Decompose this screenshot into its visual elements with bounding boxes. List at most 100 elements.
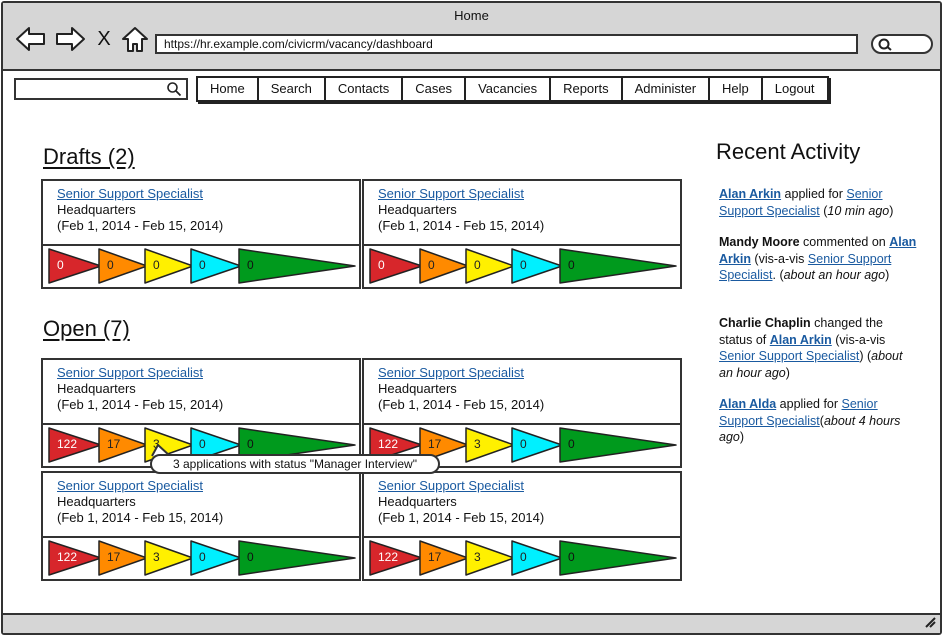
stage-pennant-orange[interactable]: 17: [428, 550, 442, 564]
vacancy-title-link[interactable]: Senior Support Specialist: [378, 365, 524, 380]
stage-shape-green: [559, 427, 677, 463]
home-icon[interactable]: [119, 25, 151, 53]
stage-shape-orange: [98, 427, 148, 463]
nav-item-contacts[interactable]: Contacts: [326, 78, 404, 100]
stage-shape-yellow: [144, 540, 194, 576]
stage-pennant-red[interactable]: 0: [378, 258, 385, 272]
stage-pennant-yellow[interactable]: 3: [474, 437, 481, 451]
vacancy-link[interactable]: Senior Support Specialist: [719, 397, 878, 428]
activity-item: Alan Alda applied for Senior Support Spe…: [719, 396, 919, 446]
stage-shape-cyan: [511, 427, 563, 463]
activity-item: Mandy Moore commented on Alan Arkin (vis…: [719, 234, 919, 284]
activity-actor: Mandy Moore: [719, 235, 800, 249]
resize-grip-icon[interactable]: [924, 616, 936, 631]
stage-pennant-shapes: [48, 248, 356, 284]
nav-item-vacancies[interactable]: Vacancies: [466, 78, 552, 100]
vacancy-dates: (Feb 1, 2014 - Feb 15, 2014): [57, 218, 224, 233]
vacancy-card: Senior Support Specialist Headquarters (Fe…: [362, 471, 682, 581]
stage-pennant-green[interactable]: 0: [247, 437, 254, 451]
vacancy-card: Senior Support Specialist Headquarters (Fe…: [41, 179, 361, 289]
vacancy-location: Headquarters: [378, 494, 457, 509]
stage-pennant-orange[interactable]: 17: [107, 437, 121, 451]
stage-shape-cyan: [190, 427, 242, 463]
stage-shape-red: [369, 540, 423, 576]
vacancy-link[interactable]: Senior Support Specialist: [719, 349, 860, 363]
stage-shape-yellow: [144, 248, 194, 284]
stage-pennant-yellow[interactable]: 0: [153, 258, 160, 272]
stage-pennant-red[interactable]: 122: [378, 437, 399, 451]
stage-pennant-red[interactable]: 122: [57, 437, 78, 451]
candidate-link[interactable]: Alan Arkin: [719, 235, 917, 266]
vacancy-link[interactable]: Senior Support Specialist: [719, 187, 883, 218]
stage-pennant-cyan[interactable]: 0: [520, 258, 527, 272]
vacancy-title-link[interactable]: Senior Support Specialist: [57, 478, 203, 493]
window-title: Home: [454, 8, 489, 23]
stage-pennant-cyan[interactable]: 0: [199, 258, 206, 272]
stage-pennant-red[interactable]: 122: [57, 550, 78, 564]
site-search-input[interactable]: [20, 80, 160, 98]
stage-pennant-green[interactable]: 0: [247, 550, 254, 564]
stage-pennant-orange[interactable]: 0: [107, 258, 114, 272]
nav-item-search[interactable]: Search: [259, 78, 326, 100]
stage-pennant-red[interactable]: 122: [378, 550, 399, 564]
nav-item-home[interactable]: Home: [198, 78, 259, 100]
candidate-link[interactable]: Alan Arkin: [769, 332, 832, 347]
browser-search-field[interactable]: [871, 34, 933, 54]
stage-shape-red: [48, 248, 102, 284]
stage-pennant-yellow[interactable]: 3: [474, 550, 481, 564]
activity-item: Charlie Chaplin changed the status of Al…: [719, 315, 919, 381]
back-arrow-icon[interactable]: [15, 25, 47, 53]
activity-text: . (: [772, 268, 784, 282]
vacancy-dates: (Feb 1, 2014 - Feb 15, 2014): [57, 510, 224, 525]
vacancy-title-link[interactable]: Senior Support Specialist: [57, 365, 203, 380]
vacancy-card: Senior Support Specialist Headquarters (Fe…: [362, 179, 682, 289]
vacancy-card: Senior Support Specialist Headquarters (Fe…: [41, 358, 361, 468]
search-icon: [878, 38, 892, 51]
stage-pennant-cyan[interactable]: 0: [520, 437, 527, 451]
activity-actor[interactable]: Alan Arkin: [719, 187, 782, 201]
stage-pennant-orange[interactable]: 17: [428, 437, 442, 451]
nav-item-help[interactable]: Help: [710, 78, 763, 100]
vacancy-title-link[interactable]: Senior Support Specialist: [378, 478, 524, 493]
nav-item-reports[interactable]: Reports: [551, 78, 623, 100]
vacancy-title-link[interactable]: Senior Support Specialist: [378, 186, 524, 201]
url-bar[interactable]: https://hr.example.com/civicrm/vacancy/d…: [155, 34, 858, 54]
vacancy-title-link[interactable]: Senior Support Specialist: [57, 186, 203, 201]
stage-shape-green: [238, 427, 356, 463]
search-icon[interactable]: [166, 81, 182, 97]
stage-pennant-green[interactable]: 0: [568, 258, 575, 272]
vacancy-info: Senior Support Specialist Headquarters (Fe…: [364, 360, 680, 425]
vacancy-dates: (Feb 1, 2014 - Feb 15, 2014): [57, 397, 224, 412]
stage-pennant-yellow[interactable]: 3: [153, 437, 160, 451]
stage-pennant-green[interactable]: 0: [247, 258, 254, 272]
activity-actor[interactable]: Alan Alda: [719, 397, 777, 411]
stage-shape-cyan: [190, 540, 242, 576]
stage-shape-yellow: [465, 427, 515, 463]
stage-pennant-cyan[interactable]: 0: [520, 550, 527, 564]
vacancy-location: Headquarters: [378, 381, 457, 396]
activity-text: (: [819, 413, 824, 428]
stage-pipeline: 122 17 3 0 0: [43, 538, 359, 579]
nav-item-cases[interactable]: Cases: [403, 78, 467, 100]
main-nav: Home Search Contacts Cases Vacancies Reports A…: [196, 76, 829, 102]
stop-icon[interactable]: X: [97, 28, 111, 50]
activity-text: (: [819, 203, 828, 218]
stage-pennant-yellow[interactable]: 0: [474, 258, 481, 272]
activity-time: 10 min ago: [827, 203, 890, 218]
vacancy-dates: (Feb 1, 2014 - Feb 15, 2014): [378, 397, 545, 412]
nav-item-administer[interactable]: Administer: [623, 78, 711, 100]
stage-pennant-green[interactable]: 0: [568, 550, 575, 564]
activity-text: applied for: [781, 187, 847, 201]
stage-shape-green: [559, 540, 677, 576]
vacancy-link[interactable]: Senior Support Specialist: [719, 251, 892, 283]
forward-arrow-icon[interactable]: [54, 25, 86, 53]
stage-pennant-cyan[interactable]: 0: [199, 550, 206, 564]
stage-pennant-orange[interactable]: 17: [107, 550, 121, 564]
stage-shape-green: [238, 540, 356, 576]
stage-pennant-orange[interactable]: 0: [428, 258, 435, 272]
nav-item-logout[interactable]: Logout: [774, 81, 815, 96]
stage-pennant-red[interactable]: 0: [57, 258, 64, 272]
stage-pennant-green[interactable]: 0: [568, 437, 575, 451]
stage-pennant-yellow[interactable]: 3: [153, 550, 160, 564]
stage-pennant-cyan[interactable]: 0: [199, 437, 206, 451]
